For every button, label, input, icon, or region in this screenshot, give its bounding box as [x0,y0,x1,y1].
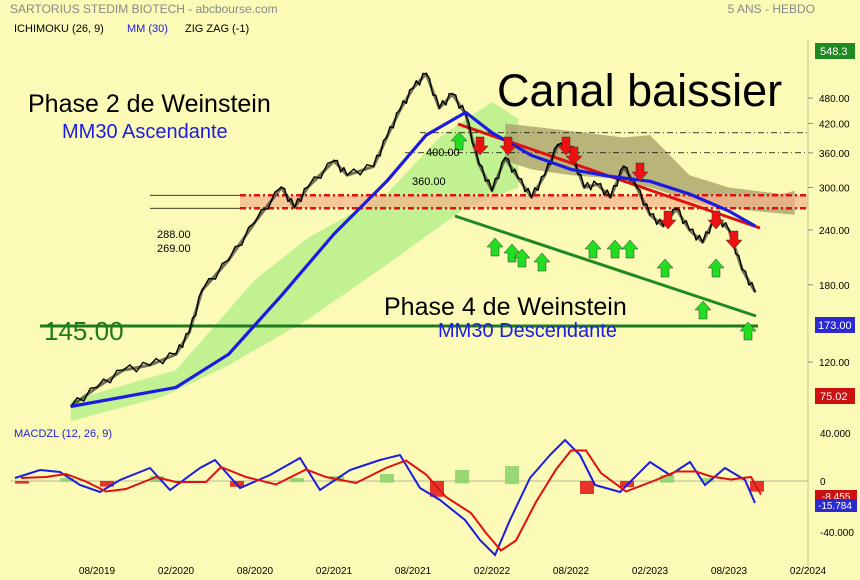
arrow-up-icon [584,239,602,259]
macd-panel: 40.000 0 -40.000 [10,429,854,557]
y-tick-label: 180.00 [819,281,850,292]
right-axis-panel [808,0,860,580]
arrow-up-icon [533,252,551,272]
phase2-title: Phase 2 de Weinstein [28,90,271,118]
signal-arrows [450,131,757,341]
arrow-down-icon [565,146,583,166]
channel-title: Canal baissier [497,65,782,116]
badge-last [815,317,855,333]
y-tick-label: 240.00 [819,226,850,237]
macd-hist-negative [430,481,444,497]
legend-macd: MACDZL (12, 26, 9) [14,428,112,440]
level-400-label: 400.00 [426,147,460,159]
x-tick-label: 02/2020 [158,566,195,577]
badge-last-text: 173.00 [818,320,852,332]
y-tick-label: 300.00 [819,184,850,195]
badge-high [815,43,855,59]
x-axis: 08/2019 02/2020 08/2020 02/2021 08/2021 02/20… [79,566,827,577]
phase2-subtitle: MM30 Ascendante [62,121,228,143]
macd-hist-positive [380,474,394,483]
badge-macd-line [815,499,857,512]
arrow-up-icon [486,237,504,257]
arrow-up-icon [606,239,624,259]
x-tick-label: 02/2022 [474,566,511,577]
macd-hist-positive [150,476,164,483]
ichimoku-cloud [70,102,795,422]
arrow-up-icon [503,243,521,263]
macd-hist-negative [15,481,29,484]
phase4-title: Phase 4 de Weinstein [384,293,627,321]
mm30-line [70,110,757,409]
chart-title: SARTORIUS STEDIM BIOTECH - abcbourse.com [10,2,278,16]
x-tick-label: 02/2024 [790,566,827,577]
arrow-up-icon [707,258,725,278]
macd-hist-negative [100,481,114,487]
level-269-label: 269.00 [157,243,191,255]
legend-zigzag: ZIG ZAG (-1) [185,23,249,35]
macd-tick-label: 0 [820,477,826,488]
badge-low-text: 75.02 [820,391,848,403]
arrow-up-icon [621,239,639,259]
x-tick-label: 08/2020 [237,566,274,577]
y-axis: 120.00 180.00 240.00 300.00 360.00 420.00 480.… [808,94,850,369]
macd-line [14,438,756,557]
y-tick-label: 120.00 [819,358,850,369]
legend-mm: MM (30) [127,23,168,35]
y-tick-label: 480.00 [819,94,850,105]
level-360-label: 360.00 [412,176,446,188]
arrow-up-icon [694,300,712,320]
macd-signal-line [20,449,762,552]
badge-low [815,388,855,404]
phase4-subtitle: MM30 Descendante [438,320,617,342]
macd-hist-positive [660,475,674,483]
support-label: 145.00 [44,316,124,346]
arrow-down-icon [725,230,743,250]
macd-hist-negative [580,481,594,494]
arrow-up-icon [513,248,531,268]
x-tick-label: 08/2022 [553,566,590,577]
legend-ichimoku: ICHIMOKU (26, 9) [14,23,104,35]
chart-period: 5 ANS - HEBDO [728,2,815,16]
channel-lower-line [454,214,757,318]
arrow-down-icon [707,210,725,230]
macd-tick-label: -40.000 [820,528,854,539]
y-tick-label: 420.00 [819,119,850,130]
arrow-up-icon [656,258,674,278]
arrow-up-icon [450,131,468,151]
macd-hist-positive [455,470,469,484]
x-tick-label: 02/2023 [632,566,669,577]
badge-macd-line-text: -15.784 [818,501,852,512]
arrow-down-icon [631,162,649,182]
macd-hist-positive [505,466,519,485]
arrow-up-icon [739,321,757,341]
badge-high-text: 548.3 [820,46,848,58]
x-tick-label: 08/2019 [79,566,116,577]
horizontal-levels [40,132,808,328]
macd-tick-label: 40.000 [820,429,851,440]
level-288-label: 288.00 [157,229,191,241]
arrow-down-icon [659,210,677,230]
x-tick-label: 02/2021 [316,566,353,577]
cloud-bearish [505,123,795,215]
macd-hist-positive [290,478,304,483]
arrow-down-icon [471,136,489,156]
y-tick-label: 360.00 [819,149,850,160]
zigzag-line [69,72,757,408]
x-tick-label: 08/2021 [395,566,432,577]
cloud-bullish [70,102,519,422]
macd-hist-positive [60,478,74,482]
macd-hist-positive [700,478,714,483]
badge-macd-signal-text: -8.455 [822,492,851,503]
resistance-band [240,195,808,209]
arrow-down-icon [499,136,517,156]
x-tick-label: 08/2023 [711,566,748,577]
